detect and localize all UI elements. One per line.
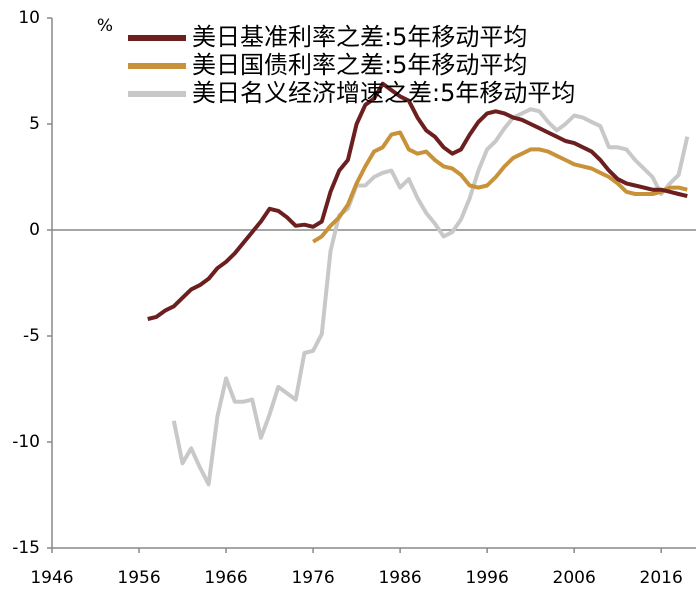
y-tick-label: -10 [12,432,40,452]
unit-label: % [97,16,113,36]
y-tick-label: 5 [29,114,40,134]
legend-label: 美日国债利率之差:5年移动平均 [192,51,527,79]
series-line [312,130,688,244]
x-tick-label: 1966 [204,568,247,588]
x-tick-label: 2016 [640,568,683,588]
legend-label: 美日名义经济增速之差:5年移动平均 [192,79,575,107]
series-line [147,81,688,321]
series-line [171,107,690,487]
x-tick-label: 1946 [30,568,73,588]
legend-label: 美日基准利率之差:5年移动平均 [192,23,527,51]
y-tick-label: -15 [12,538,40,558]
y-tick-label: 10 [18,8,40,28]
y-tick-label: -5 [23,326,40,346]
x-tick-label: 1986 [378,568,421,588]
y-tick-label: 0 [29,220,40,240]
x-tick-label: 1976 [291,568,334,588]
x-tick-label: 2006 [553,568,596,588]
x-tick-label: 1956 [117,568,160,588]
x-tick-label: 1996 [466,568,509,588]
